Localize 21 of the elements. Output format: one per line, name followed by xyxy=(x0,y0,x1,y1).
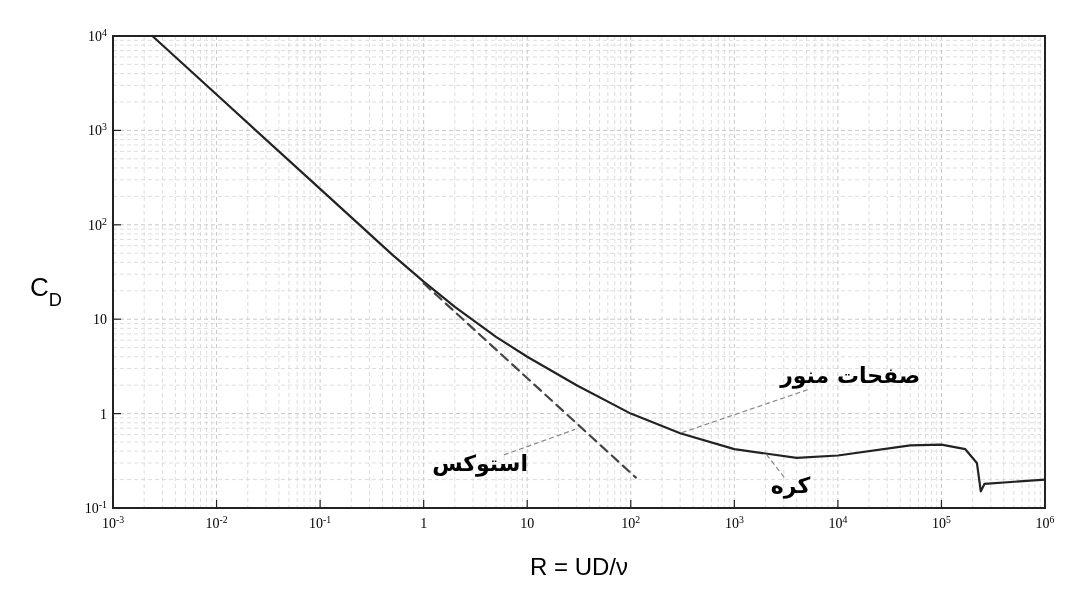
x-tick-label: 10$^{5}$ xyxy=(931,513,951,531)
x-tick-label: 10$^{3}$ xyxy=(724,513,744,531)
x-tick-label: 10$^{-3}$ xyxy=(101,513,125,531)
y-axis-title: C$_{D}$ xyxy=(30,272,62,310)
y-tick-label: 1 xyxy=(100,406,107,422)
x-tick-label: 10 xyxy=(520,516,535,531)
x-tick-label: 1 xyxy=(420,516,428,531)
y-tick-label: 10$^{-1}$ xyxy=(84,498,108,516)
x-tick-label: 10$^{2}$ xyxy=(621,513,641,531)
x-axis-title: R = UD/ν xyxy=(529,553,629,580)
y-tick-label: 10 xyxy=(93,312,107,328)
x-tick-label: 10$^{4}$ xyxy=(828,513,848,531)
y-tick-label: 10$^{4}$ xyxy=(88,26,108,44)
annotation: صفحات منور xyxy=(779,363,921,390)
annotation: کره xyxy=(770,473,811,500)
annotation: استوکس xyxy=(432,451,529,478)
y-tick-label: 10$^{2}$ xyxy=(88,215,108,233)
x-tick-label: 10$^{-1}$ xyxy=(309,513,332,531)
x-tick-label: 10$^{-2}$ xyxy=(205,513,228,531)
y-tick-label: 10$^{3}$ xyxy=(88,120,108,139)
x-tick-label: 10$^{6}$ xyxy=(1035,513,1055,531)
